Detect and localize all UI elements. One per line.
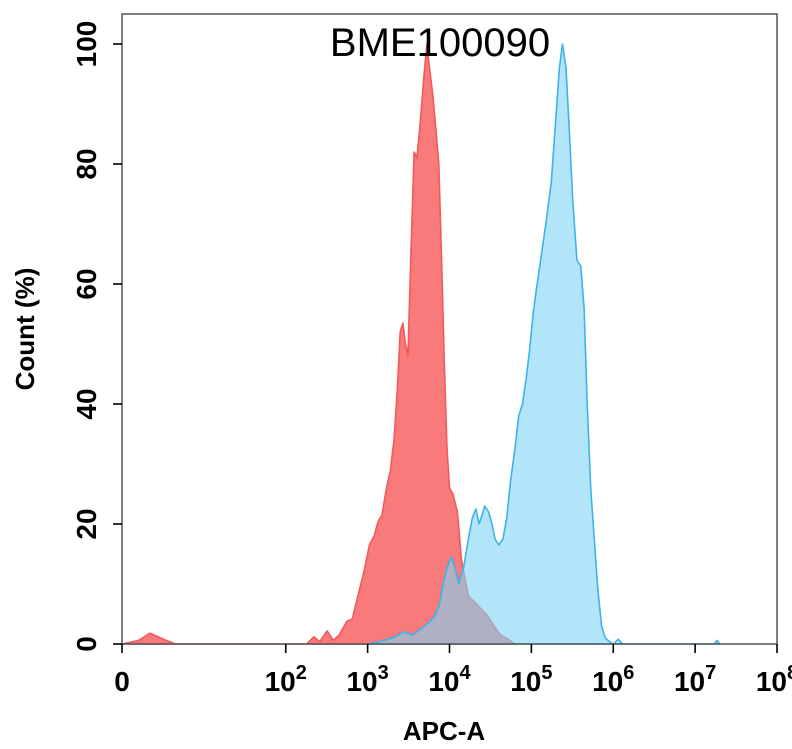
x-tick-label: 106 (592, 662, 634, 697)
histogram-series-1 (121, 43, 516, 645)
x-axis-ticks: 0 102 103 104 105 106 107 108 (114, 644, 792, 697)
x-tick-label: 104 (428, 662, 471, 697)
y-tick-label: 20 (71, 508, 102, 539)
y-tick-label: 100 (71, 21, 102, 68)
x-tick-label: 103 (346, 662, 388, 697)
y-axis-ticks: 0 20 40 60 80 100 (71, 21, 122, 652)
x-tick-label: 107 (674, 662, 716, 697)
x-axis-label: APC-A (403, 716, 486, 746)
series-layer (121, 43, 721, 645)
y-tick-label: 0 (71, 636, 102, 652)
x-tick-label: 102 (265, 662, 307, 697)
chart-title: BME100090 (330, 21, 550, 65)
y-tick-label: 80 (71, 148, 102, 179)
histogram-series-2 (366, 43, 721, 645)
x-tick-label: 0 (114, 666, 130, 697)
y-tick-label: 60 (71, 268, 102, 299)
x-tick-label: 108 (756, 662, 792, 697)
x-tick-label: 105 (510, 662, 552, 697)
y-tick-label: 40 (71, 388, 102, 419)
y-axis-label: Count (%) (10, 268, 40, 391)
